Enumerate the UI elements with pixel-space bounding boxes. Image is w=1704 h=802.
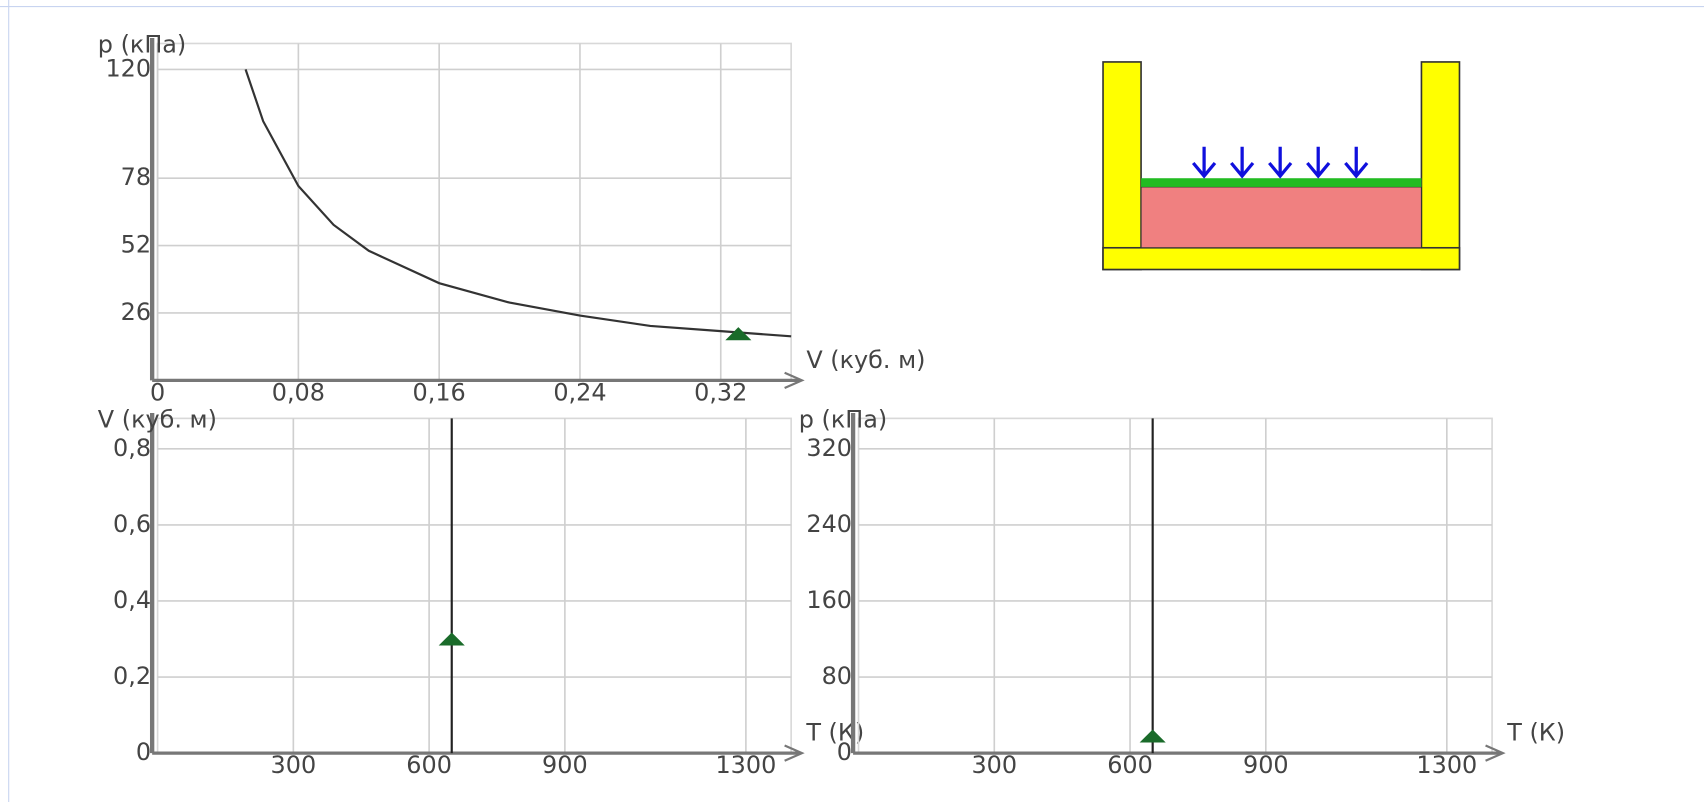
y-tick-label: 320 xyxy=(806,434,852,462)
cylinder-bottom xyxy=(1103,248,1459,270)
x-tick-label: 0,24 xyxy=(553,378,606,406)
y-tick-label: 240 xyxy=(806,510,852,538)
x-tick-label: 0,32 xyxy=(694,378,747,406)
cylinder-wall xyxy=(1103,62,1141,270)
gas xyxy=(1141,187,1421,248)
y-tick-label: 80 xyxy=(822,662,852,690)
screen: 26527812000,080,160,240,32p (кПа)V (куб.… xyxy=(0,0,1704,802)
x-tick-label: 900 xyxy=(542,751,588,779)
x-tick-label: 300 xyxy=(971,751,1017,779)
x-tick-label: 1300 xyxy=(715,751,776,779)
x-tick-label: 600 xyxy=(1107,751,1153,779)
y-axis-label: p (кПа) xyxy=(98,31,186,59)
y-tick-label: 0,2 xyxy=(113,662,151,690)
x-axis-label: T (К) xyxy=(805,719,864,747)
cylinder-wall xyxy=(1421,62,1459,270)
y-tick-label: 0,6 xyxy=(113,510,151,538)
y-tick-label: 52 xyxy=(121,231,151,259)
y-tick-label: 0 xyxy=(136,738,151,766)
x-tick-label: 900 xyxy=(1243,751,1289,779)
x-axis-label: T (К) xyxy=(1506,719,1565,747)
piston xyxy=(1141,178,1421,187)
y-tick-label: 78 xyxy=(121,163,151,191)
page: 26527812000,080,160,240,32p (кПа)V (куб.… xyxy=(0,0,1704,802)
y-tick-label: 160 xyxy=(806,586,852,614)
x-tick-label: 0 xyxy=(150,378,165,406)
x-tick-label: 1300 xyxy=(1416,751,1477,779)
y-tick-label: 0,4 xyxy=(113,586,151,614)
x-axis-label: V (куб. м) xyxy=(806,346,925,374)
y-tick-label: 0,8 xyxy=(113,434,151,462)
y-tick-label: 26 xyxy=(121,298,151,326)
y-tick-label: 0 xyxy=(837,738,852,766)
y-axis-label: p (кПа) xyxy=(799,406,887,434)
x-tick-label: 300 xyxy=(271,751,317,779)
x-tick-label: 0,16 xyxy=(413,378,466,406)
x-tick-label: 600 xyxy=(406,751,452,779)
y-axis-label: V (куб. м) xyxy=(98,406,217,434)
x-tick-label: 0,08 xyxy=(272,378,325,406)
